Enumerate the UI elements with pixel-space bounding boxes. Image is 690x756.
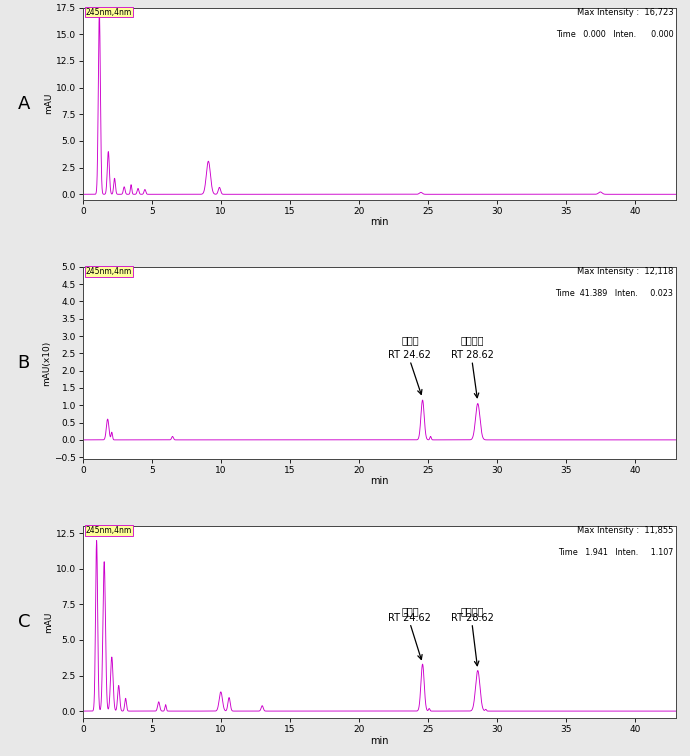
X-axis label: min: min [371,476,388,486]
Text: 안젤리신: 안젤리신 [460,606,484,616]
Text: Max Intensity :  16,723: Max Intensity : 16,723 [577,8,673,17]
Text: 소란렌: 소란렌 [401,335,419,345]
X-axis label: min: min [371,736,388,745]
Text: RT 24.62: RT 24.62 [388,350,431,361]
Text: B: B [17,354,30,372]
Text: 245nm,4nm: 245nm,4nm [86,267,132,276]
Text: 안젤리신: 안젤리신 [460,335,484,345]
Text: Max Intensity :  11,855: Max Intensity : 11,855 [577,526,673,535]
Text: Time   0.000   Inten.      0.000: Time 0.000 Inten. 0.000 [555,29,673,39]
Text: 245nm,4nm: 245nm,4nm [86,8,132,17]
Text: Time   1.941   Inten.     1.107: Time 1.941 Inten. 1.107 [558,548,673,557]
Text: 소란렌: 소란렌 [401,606,419,616]
Y-axis label: mAU(x10): mAU(x10) [42,340,51,386]
Text: RT 24.62: RT 24.62 [388,613,431,623]
Text: Time  41.389   Inten.     0.023: Time 41.389 Inten. 0.023 [555,289,673,298]
Text: RT 28.62: RT 28.62 [451,350,493,361]
Y-axis label: mAU: mAU [44,612,53,633]
Text: A: A [17,94,30,113]
Y-axis label: mAU: mAU [44,93,53,114]
Text: Max Intensity :  12,118: Max Intensity : 12,118 [577,267,673,276]
X-axis label: min: min [371,217,388,227]
Text: RT 28.62: RT 28.62 [451,613,493,623]
Text: 245nm,4nm: 245nm,4nm [86,526,132,535]
Text: C: C [17,613,30,631]
